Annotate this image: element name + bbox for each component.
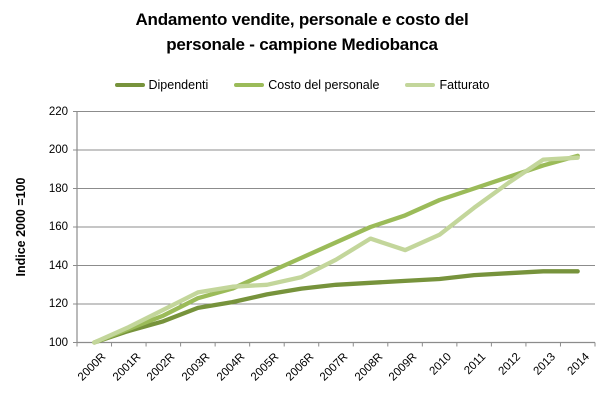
y-axis-tick-label: 180 bbox=[48, 182, 68, 195]
y-axis-tick-label: 120 bbox=[48, 298, 68, 310]
legend-line-swatch bbox=[405, 82, 436, 88]
legend-item-costo-del-personale: Costo del personale bbox=[234, 78, 379, 92]
y-axis-tick-label: 160 bbox=[48, 221, 68, 233]
y-axis-tick-label: 100 bbox=[48, 336, 68, 349]
legend-line-swatch bbox=[234, 82, 265, 88]
legend-line-swatch bbox=[114, 82, 145, 88]
legend-item-dipendenti: Dipendenti bbox=[114, 78, 209, 92]
y-axis-tick-label: 220 bbox=[48, 105, 68, 118]
legend-item-fatturato: Fatturato bbox=[405, 78, 489, 92]
chart-title-line1: Andamento vendite, personale e costo del bbox=[135, 10, 469, 29]
chart-legend: Dipendenti Costo del personale Fatturato bbox=[0, 77, 604, 93]
y-axis-tick-label: 140 bbox=[48, 259, 68, 272]
series-line-fatturato bbox=[92, 155, 580, 345]
legend-label: Dipendenti bbox=[148, 78, 209, 92]
legend-label: Fatturato bbox=[439, 78, 490, 92]
chart-title: Andamento vendite, personale e costo del… bbox=[0, 7, 604, 57]
series-line-dipendenti bbox=[92, 269, 580, 345]
y-axis-tick-label: 200 bbox=[48, 144, 68, 156]
legend-label: Costo del personale bbox=[268, 78, 380, 92]
chart-title-line2: personale - campione Mediobanca bbox=[166, 35, 438, 54]
series-line-costo-del-personale bbox=[92, 153, 580, 345]
